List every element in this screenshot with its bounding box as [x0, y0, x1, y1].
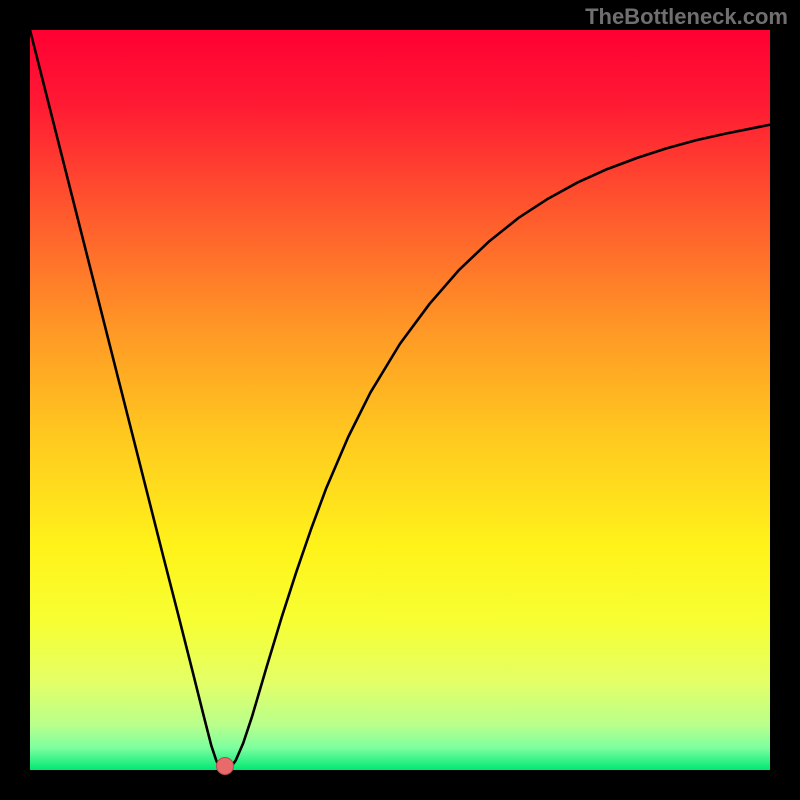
plot-area: [30, 30, 770, 770]
watermark-text: TheBottleneck.com: [585, 4, 788, 30]
optimal-point-marker: [216, 757, 234, 775]
curve-layer: [30, 30, 770, 770]
bottleneck-curve: [30, 30, 770, 770]
chart-frame: TheBottleneck.com: [0, 0, 800, 800]
